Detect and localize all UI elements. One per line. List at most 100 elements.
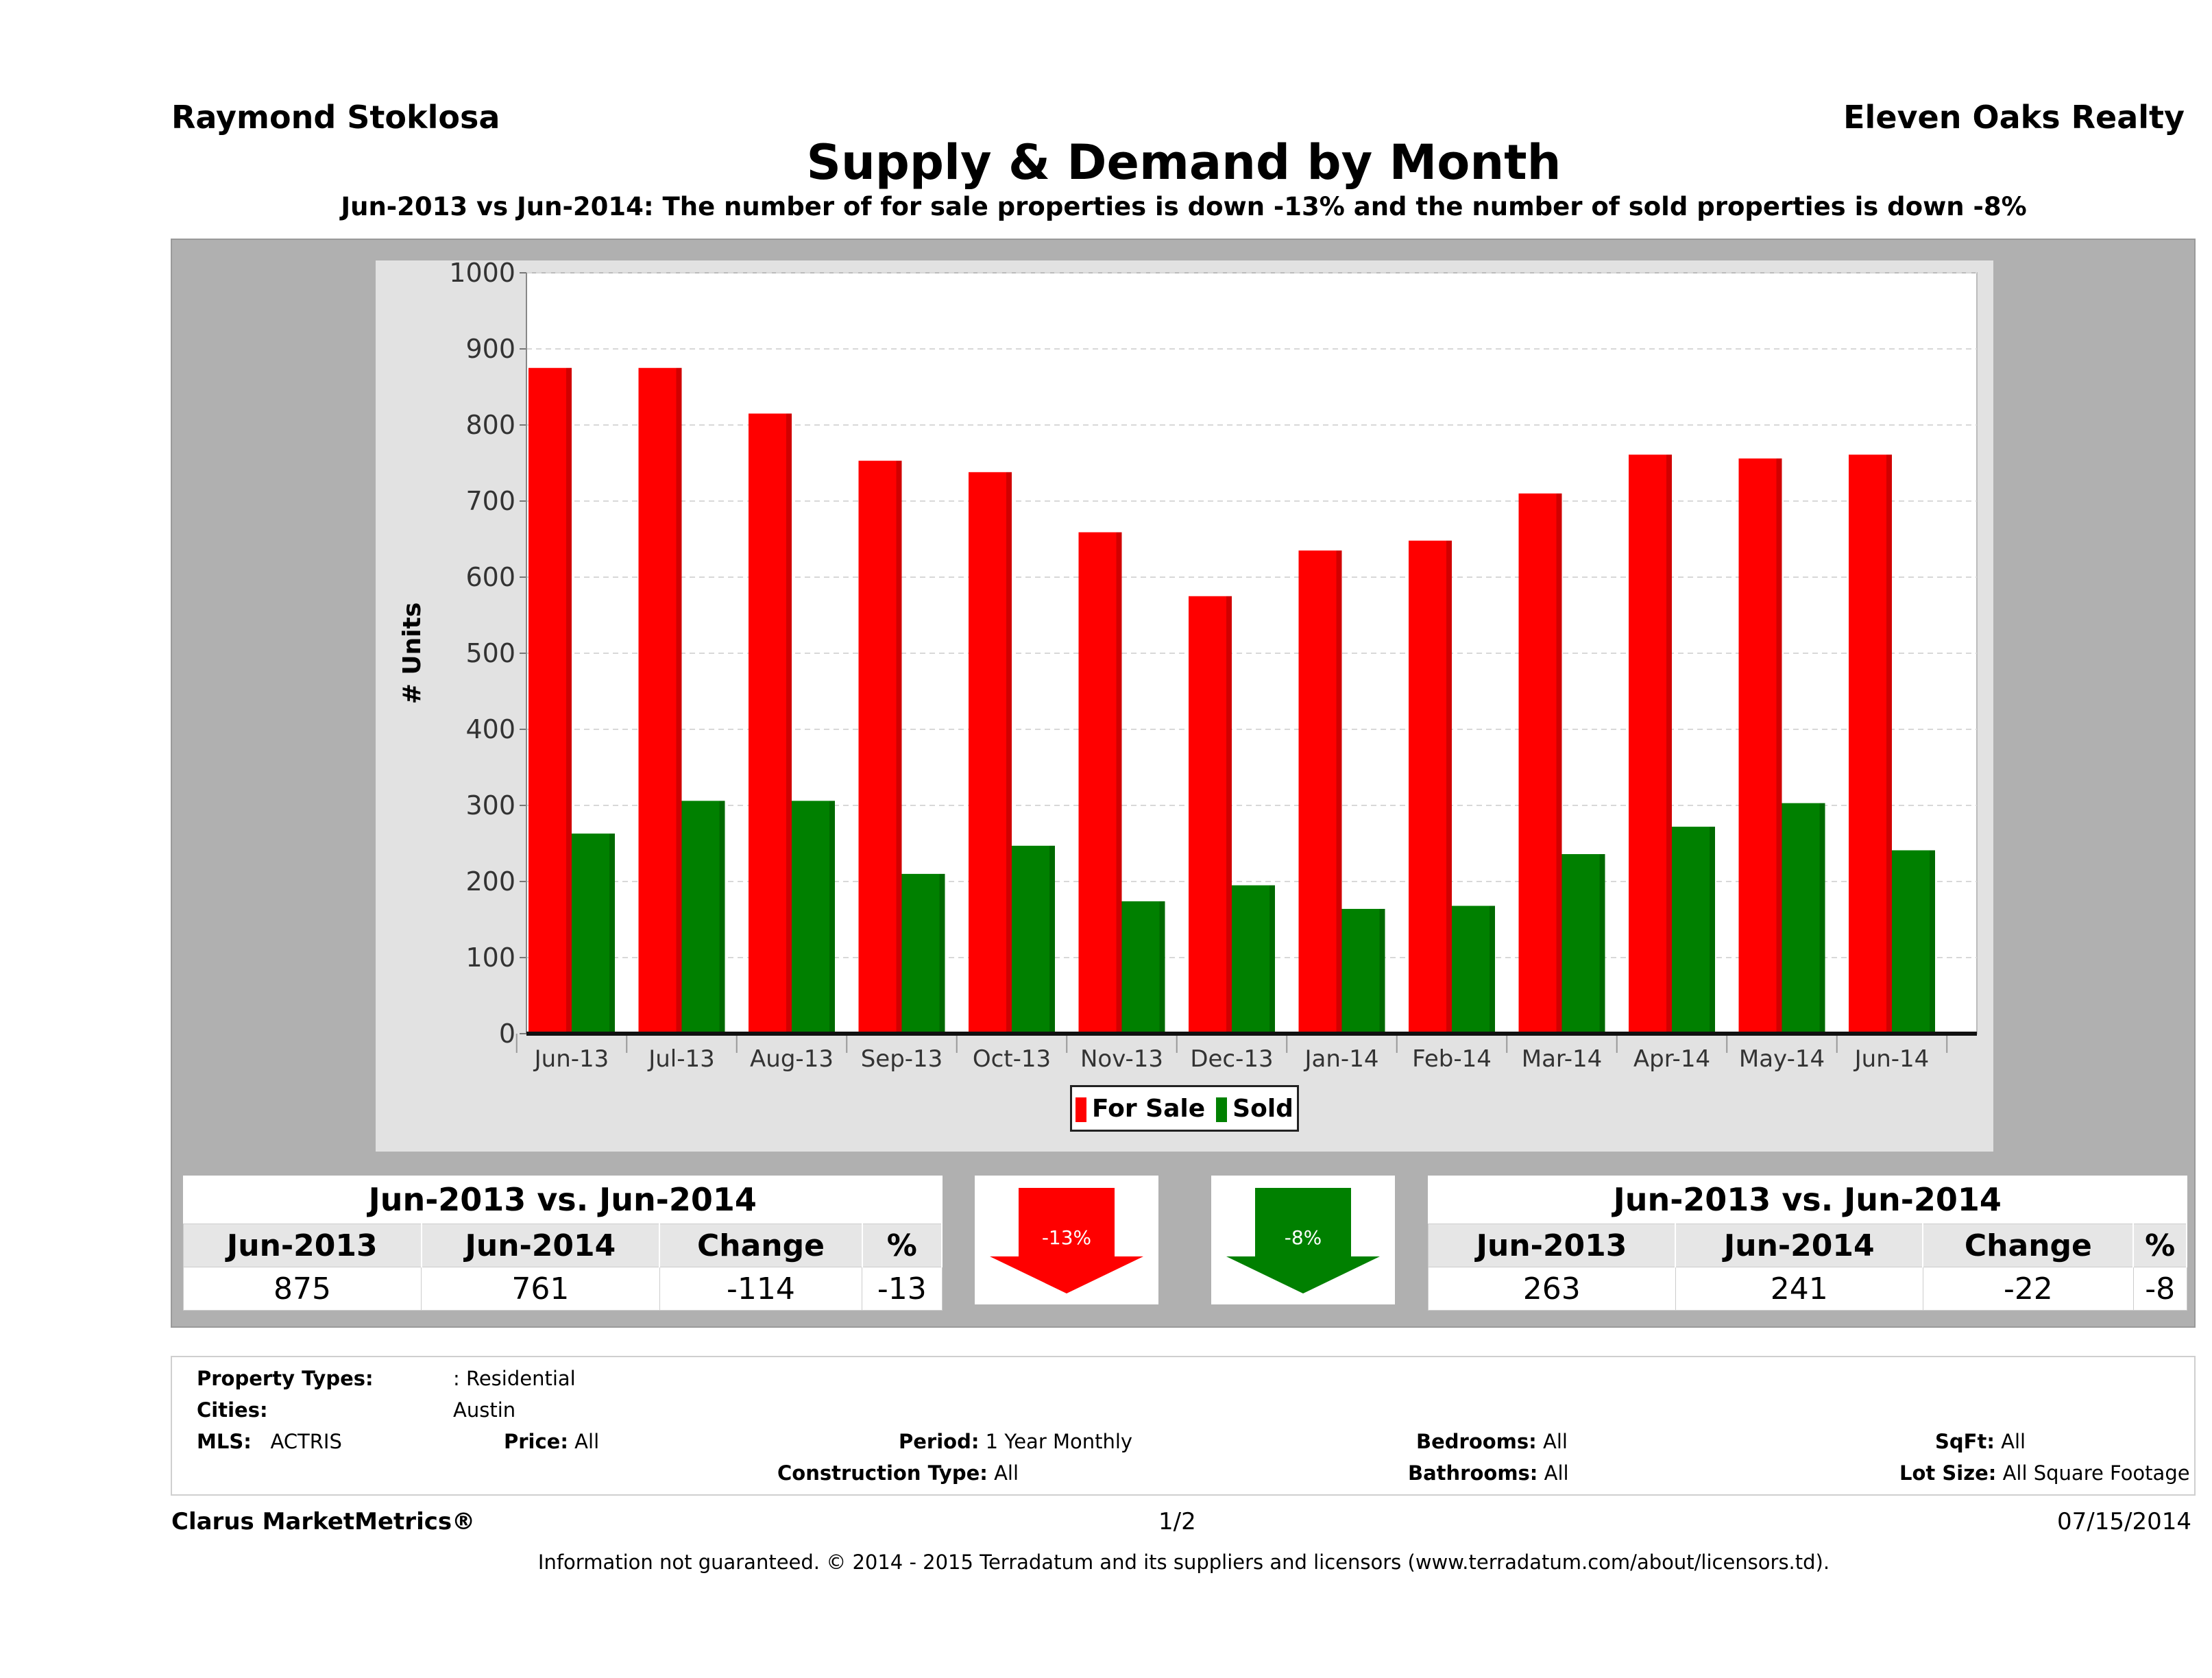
column-header: Change bbox=[659, 1224, 863, 1267]
bar-shading bbox=[1556, 493, 1562, 1034]
construction-type-label: Construction Type: bbox=[777, 1461, 988, 1485]
agent-name: Raymond Stoklosa bbox=[171, 99, 500, 136]
bar-sold bbox=[1341, 908, 1385, 1034]
bar-sold bbox=[1892, 850, 1935, 1034]
for-sale-change-arrow: -13% bbox=[975, 1176, 1158, 1304]
down-arrow-icon bbox=[1226, 1188, 1380, 1293]
page-subtitle: Jun-2013 vs Jun-2014: The number of for … bbox=[341, 192, 2027, 221]
y-tick-label: 400 bbox=[465, 714, 515, 744]
table-cell: 761 bbox=[421, 1267, 660, 1311]
bar-shading bbox=[1049, 845, 1055, 1034]
bar-shading bbox=[1776, 458, 1782, 1034]
legend-swatch-for-sale bbox=[1075, 1097, 1087, 1122]
bar-shading bbox=[1379, 908, 1385, 1034]
bar-for-sale bbox=[1629, 454, 1672, 1034]
bar-for-sale bbox=[1409, 540, 1452, 1034]
bar-for-sale bbox=[1518, 493, 1562, 1034]
sold-change-arrow: -8% bbox=[1211, 1176, 1395, 1304]
property-types-value: : Residential bbox=[453, 1367, 576, 1390]
y-tick-label: 600 bbox=[465, 562, 515, 592]
lot-size-label: Lot Size: bbox=[1899, 1461, 1997, 1485]
legend-item-for-sale: For Sale bbox=[1075, 1095, 1205, 1123]
bar-shading bbox=[1116, 532, 1122, 1034]
bar-shading bbox=[1159, 901, 1165, 1034]
table-cell: -13 bbox=[862, 1267, 943, 1311]
legend-item-sold: Sold bbox=[1216, 1095, 1293, 1123]
bar-shading bbox=[1226, 596, 1232, 1034]
x-tick-label: Jun-13 bbox=[533, 1045, 609, 1073]
bar-sold bbox=[792, 801, 835, 1034]
bar-for-sale bbox=[1849, 454, 1892, 1034]
bar-shading bbox=[566, 367, 572, 1034]
y-tick-label: 300 bbox=[465, 790, 515, 820]
bar-for-sale bbox=[1738, 458, 1782, 1034]
column-header: % bbox=[862, 1224, 943, 1267]
x-tick-label: Jun-14 bbox=[1854, 1045, 1930, 1073]
period-label: Period: bbox=[899, 1430, 980, 1453]
bar-shading bbox=[1930, 850, 1935, 1034]
bar-for-sale bbox=[969, 472, 1012, 1034]
column-header: Jun-2013 bbox=[1428, 1224, 1677, 1267]
x-tick-label: Apr-14 bbox=[1633, 1045, 1710, 1073]
y-tick-label: 200 bbox=[465, 866, 515, 897]
period-value: 1 Year Monthly bbox=[985, 1430, 1133, 1453]
y-tick-label: 100 bbox=[465, 943, 515, 973]
bar-shading bbox=[609, 834, 615, 1034]
x-tick-label: Oct-13 bbox=[973, 1045, 1051, 1073]
column-header: Jun-2013 bbox=[182, 1224, 422, 1267]
bedrooms-value: All bbox=[1542, 1430, 1568, 1453]
table-cell: -8 bbox=[2132, 1267, 2187, 1311]
construction-type-value: All bbox=[994, 1461, 1019, 1485]
price-label: Price: bbox=[504, 1430, 568, 1453]
bar-sold bbox=[681, 801, 725, 1034]
table-cell: -22 bbox=[1922, 1267, 2134, 1311]
table-cell: -114 bbox=[659, 1267, 863, 1311]
bar-shading bbox=[896, 461, 902, 1034]
chart-area: 0 100 200 300 400 500 600 700 800 900 1000 # Units J… bbox=[376, 260, 1993, 1152]
x-tick-label: Aug-13 bbox=[750, 1045, 834, 1073]
bar-sold bbox=[1452, 905, 1495, 1034]
y-tick-label: 700 bbox=[465, 486, 515, 516]
y-tick-label: 900 bbox=[465, 334, 515, 364]
bar-shading bbox=[1336, 550, 1342, 1034]
x-tick-label: Mar-14 bbox=[1522, 1045, 1603, 1073]
legend-label-sold: Sold bbox=[1232, 1094, 1293, 1123]
table-heading: Jun-2013 vs. Jun-2014 bbox=[1613, 1181, 2002, 1218]
page-number: 1/2 bbox=[1158, 1508, 1196, 1535]
price-value: All bbox=[574, 1430, 600, 1453]
y-tick-label: 1000 bbox=[449, 260, 515, 288]
chart-legend: For Sale Sold bbox=[1070, 1085, 1299, 1132]
y-axis-label: # Units bbox=[398, 603, 426, 705]
bar-shading bbox=[1819, 803, 1825, 1034]
column-header: Jun-2014 bbox=[1675, 1224, 1924, 1267]
column-header: Change bbox=[1922, 1224, 2135, 1267]
bar-shading bbox=[786, 413, 792, 1034]
bar-shading bbox=[1006, 472, 1012, 1034]
bar-shading bbox=[1886, 454, 1892, 1034]
bar-shading bbox=[719, 801, 725, 1034]
table-heading: Jun-2013 vs. Jun-2014 bbox=[368, 1181, 757, 1218]
bar-shading bbox=[1710, 827, 1715, 1034]
legend-label-for-sale: For Sale bbox=[1092, 1094, 1206, 1123]
page-title: Supply & Demand by Month bbox=[806, 134, 1561, 191]
bar-for-sale bbox=[528, 367, 572, 1034]
x-tick-label: Jan-14 bbox=[1304, 1045, 1379, 1073]
lot-size-value: All Square Footage bbox=[2002, 1461, 2190, 1485]
sqft-label: SqFt: bbox=[1935, 1430, 1995, 1453]
bar-shading bbox=[1666, 454, 1672, 1034]
sold-summary-table: Jun-2013 vs. Jun-2014 Jun-2013 Jun-2014 … bbox=[1428, 1176, 2187, 1311]
sqft-value: All bbox=[2001, 1430, 2026, 1453]
y-tick-label: 500 bbox=[465, 638, 515, 668]
bar-shading bbox=[1446, 540, 1452, 1034]
bar-sold bbox=[1672, 827, 1715, 1034]
bar-sold bbox=[901, 873, 945, 1034]
sold-change-badge: -8% bbox=[1285, 1226, 1322, 1249]
bar-for-sale bbox=[638, 367, 682, 1034]
bar-shading bbox=[939, 873, 945, 1034]
bar-sold bbox=[1561, 854, 1605, 1034]
x-tick-label: Feb-14 bbox=[1412, 1045, 1492, 1073]
bar-for-sale bbox=[1298, 550, 1342, 1034]
bar-chart: 0 100 200 300 400 500 600 700 800 900 1000 # Units J… bbox=[398, 260, 1978, 1073]
bar-shading bbox=[1490, 905, 1495, 1034]
bar-sold bbox=[1232, 885, 1275, 1034]
